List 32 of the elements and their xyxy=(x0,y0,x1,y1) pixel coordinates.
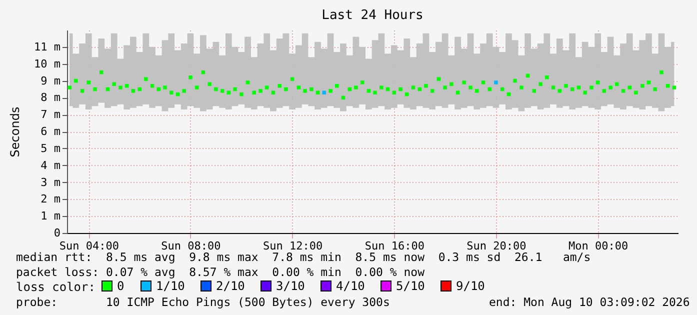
legend-label: 2/10 xyxy=(216,279,245,293)
legend-label: 9/10 xyxy=(456,279,485,293)
legend-label: 1/10 xyxy=(156,279,185,293)
legend-label: 5/10 xyxy=(396,279,425,293)
y-tick-label: 5 m xyxy=(40,142,61,155)
x-tick-label: Sun 12:00 xyxy=(263,240,323,252)
legend-label: 3/10 xyxy=(276,279,305,293)
x-tick-label: Sun 16:00 xyxy=(364,240,424,252)
x-tick-label: Sun 08:00 xyxy=(161,240,221,252)
y-tick-label: 6 m xyxy=(40,125,61,138)
y-tick-label: 3 m xyxy=(40,176,61,189)
legend-label: 4/10 xyxy=(336,279,365,293)
y-tick-label: 8 m xyxy=(40,91,61,104)
y-tick-label: 11 m xyxy=(34,40,61,54)
y-tick-label: 0 xyxy=(54,226,60,240)
legend-label: 0 xyxy=(117,279,124,293)
y-axis-title: Seconds xyxy=(8,106,22,158)
y-tick-label: 4 m xyxy=(40,158,61,172)
y-tick-label: 1 m xyxy=(40,210,61,223)
x-tick-label: Sun 20:00 xyxy=(466,240,526,252)
y-tick-label: 7 m xyxy=(40,108,61,122)
text: packet loss: 0.07 % avg 8.57 % max 0.00 % min 0.00 % now xyxy=(16,265,424,279)
y-tick-label: 9 m xyxy=(40,74,61,88)
y-tick-label: 2 m xyxy=(40,192,61,206)
text: probe: 10 ICMP Echo Pings (500 Bytes) every 300s xyxy=(16,295,390,309)
text: end: Mon Aug 10 03:09:02 2026 xyxy=(489,295,690,309)
x-tick-label: Mon 00:00 xyxy=(568,240,628,252)
legend-title: loss color: xyxy=(16,280,96,294)
x-tick-label: Sun 04:00 xyxy=(59,240,119,252)
chart-title: Last 24 Hours xyxy=(322,8,424,23)
y-tick-label: 10 m xyxy=(34,57,61,70)
text: median rtt: 8.5 ms avg 9.8 ms max 7.8 ms min 8.5 ms now 0.3 ms sd 26.1 am/s xyxy=(16,250,591,264)
